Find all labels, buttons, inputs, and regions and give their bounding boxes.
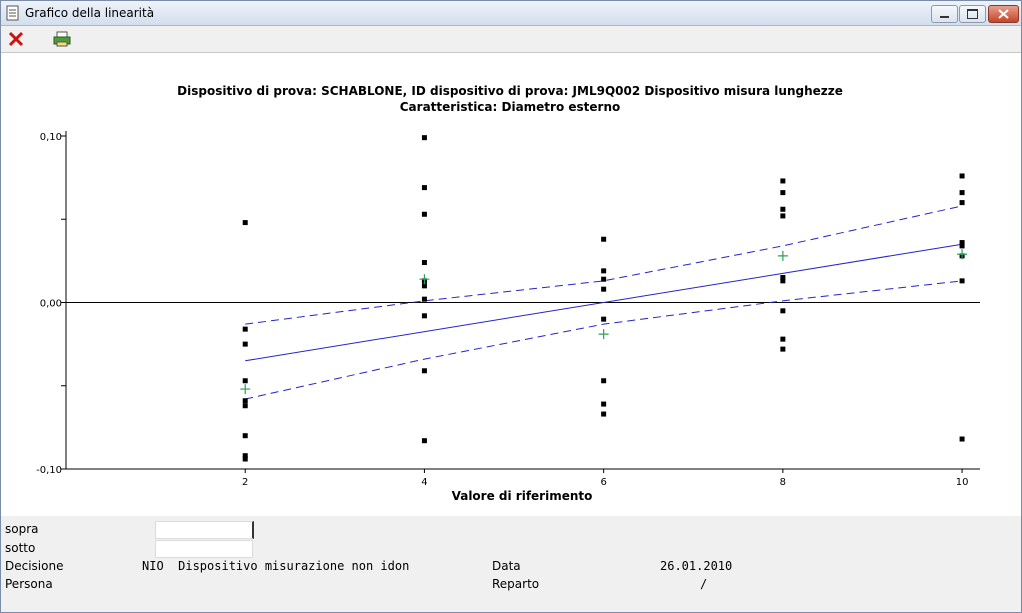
chart-subtitle: Caratteristica: Diametro esterno [400,100,621,114]
x-axis-label: Valore di riferimento [452,489,593,503]
mean-marker [419,274,430,285]
decision-label: Decisione [5,559,64,573]
data-point [421,283,427,289]
data-point [959,190,965,196]
data-point [421,296,427,302]
data-point [780,336,786,342]
lower-line [245,280,963,400]
data-point [242,326,248,332]
data-point [780,308,786,314]
data-point [780,206,786,212]
fit-line [245,243,963,362]
data-point [242,398,248,404]
department-label: Reparto [492,577,540,591]
app-icon [6,5,19,21]
window-title: Grafico della linearità [25,6,155,20]
data-point [780,213,786,219]
data-point [421,368,427,374]
data-point [242,456,248,462]
toolbar [1,26,1021,53]
chart-title: Dispositivo di prova: SCHABLONE, ID disp… [177,84,843,98]
upper-line [245,205,963,325]
data-point [780,275,786,281]
data-point [601,236,607,242]
data-point [601,401,607,407]
department-value: / [700,577,708,591]
data-point [242,453,248,459]
maximize-button[interactable] [959,5,986,23]
below-input[interactable] [155,540,253,558]
data-point [601,268,607,274]
person-label: Persona [5,577,53,591]
chart-background [1,53,1021,516]
close-tool-button[interactable] [8,31,24,47]
data-point [421,211,427,217]
below-label: sotto [5,541,36,555]
data-point [601,316,607,322]
mean-marker [957,249,968,260]
data-point [959,278,965,284]
x-tick-label: 10 [956,477,969,488]
data-point [959,243,965,249]
chart: Dispositivo di prova: SCHABLONE, ID disp… [1,53,1021,516]
x-tick-label: 6 [600,477,606,488]
data-point [242,220,248,226]
date-label: Data [492,559,521,573]
mean-marker [598,329,609,340]
print-button[interactable] [53,31,71,47]
y-tick-label: 0,10 [40,132,62,143]
data-point [601,378,607,384]
data-point [242,378,248,384]
above-label: sopra [5,522,39,536]
data-point [421,260,427,266]
data-point [601,276,607,282]
mean-marker [240,384,251,395]
x-tick-label: 8 [780,477,786,488]
y-tick-label: 0,00 [40,299,62,310]
data-point [780,190,786,196]
data-point [421,185,427,191]
data-point [780,278,786,284]
minimize-button[interactable] [931,5,958,23]
data-point [242,341,248,347]
close-button[interactable] [988,5,1019,23]
above-input[interactable] [155,521,254,539]
x-tick-label: 4 [421,477,427,488]
data-point [601,411,607,417]
data-point [601,286,607,292]
mean-marker [777,250,788,261]
data-point [959,200,965,206]
data-point [780,178,786,184]
y-tick-label: -0,10 [36,465,62,476]
data-point [959,436,965,442]
decision-value: NIO Dispositivo misurazione non idon [142,559,410,573]
data-point [242,433,248,439]
data-point [780,346,786,352]
data-point [421,135,427,141]
title-bar: Grafico della linearità [1,1,1021,26]
data-point [421,438,427,444]
data-point [959,173,965,179]
x-tick-label: 2 [242,477,248,488]
data-point [242,403,248,409]
data-point [959,240,965,246]
date-value: 26.01.2010 [660,559,733,573]
data-point [421,313,427,319]
